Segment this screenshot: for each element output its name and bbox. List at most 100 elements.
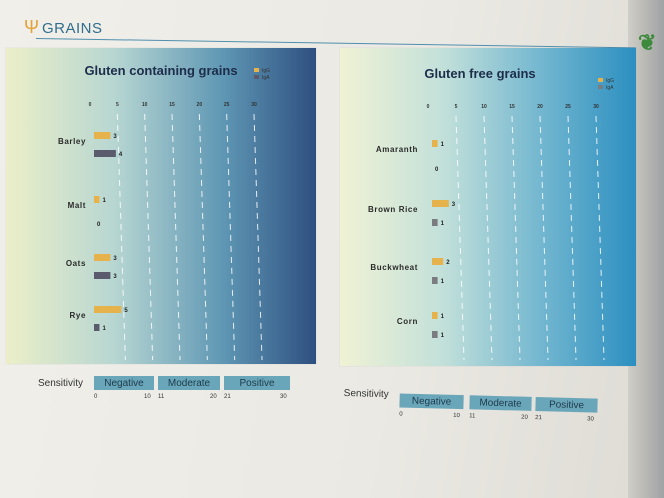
wheat-icon: Ψ: [24, 17, 40, 37]
gridline: [226, 113, 236, 361]
x-tick-label: 15: [169, 102, 175, 108]
sensitivity-moderate-box: Moderate: [469, 395, 532, 411]
gridline: [455, 115, 465, 361]
legend-swatch: [254, 75, 259, 79]
legend-label: IgG: [606, 78, 614, 84]
data-label: 3: [113, 274, 117, 280]
bar-igg: [432, 200, 449, 207]
x-tick-label: 25: [224, 102, 230, 108]
gridline: [198, 113, 208, 361]
legend-label: IgG: [262, 68, 270, 74]
bar-iga: [432, 277, 438, 284]
x-tick-label: 5: [116, 102, 119, 108]
category-label: Barley: [58, 137, 86, 146]
bar-igg: [432, 258, 444, 265]
gridline: [171, 113, 181, 361]
gridline: [595, 115, 605, 361]
x-tick-label: 0: [427, 104, 430, 110]
sensitivity-scale-right: Sensitivity Negative 0 10 Moderate 11 20 Positi…: [343, 384, 644, 432]
chart-panel-gluten-free: 0 5 10 15 20 25 30 Gluten free grains IgG IgA Amar…: [340, 48, 636, 366]
x-tick-label: 20: [537, 104, 543, 110]
x-tick-label: 25: [565, 104, 571, 110]
bar-igg: [94, 306, 122, 313]
sensitivity-negative-box: Negative: [94, 376, 154, 390]
bar-iga: [94, 150, 116, 157]
sensitivity-label: Sensitivity: [343, 387, 389, 401]
category-label: Corn: [397, 317, 418, 326]
data-label: 0: [97, 222, 101, 228]
data-label: 1: [102, 326, 106, 332]
x-tick-label: 5: [455, 104, 458, 110]
data-label: 1: [441, 142, 445, 148]
data-label: 5: [124, 308, 128, 314]
legend-label: IgA: [262, 75, 270, 81]
section-title: GRAINS: [42, 20, 103, 37]
sensitivity-range-from: 21: [224, 394, 231, 400]
legend-label: IgA: [606, 85, 614, 91]
x-tick-label: 10: [481, 104, 487, 110]
x-tick-label: 10: [142, 102, 148, 108]
x-tick-label: 20: [197, 102, 203, 108]
gridline: [483, 115, 493, 361]
sensitivity-range-to: 30: [280, 394, 287, 400]
bar-iga: [432, 331, 438, 338]
sensitivity-range-from: 0: [399, 411, 403, 418]
category-label: Malt: [68, 201, 86, 210]
sensitivity-positive-box: Positive: [535, 397, 598, 413]
sensitivity-range-to: 30: [587, 416, 594, 423]
sensitivity-range-to: 10: [144, 394, 151, 400]
sensitivity-range-from: 11: [158, 394, 165, 400]
x-tick-label: 30: [593, 104, 599, 110]
x-tick-label: 30: [251, 102, 257, 108]
data-label: 3: [113, 134, 117, 140]
data-label: 2: [446, 260, 450, 266]
bar-iga: [432, 219, 438, 226]
bar-igg: [94, 254, 111, 261]
category-label: Oats: [66, 259, 86, 268]
chart-title: Gluten free grains: [424, 66, 535, 81]
leaf-icon: ❦: [638, 30, 657, 55]
data-label: 1: [441, 279, 445, 285]
sensitivity-range-to: 20: [210, 394, 217, 400]
bar-iga: [94, 272, 111, 279]
category-label: Amaranth: [376, 145, 418, 154]
chart-title: Gluten containing grains: [84, 63, 237, 78]
data-label: 4: [119, 152, 123, 158]
sensitivity-range-from: 21: [535, 415, 542, 422]
gridline: [144, 113, 154, 361]
sensitivity-positive-box: Positive: [224, 376, 290, 390]
legend-swatch: [254, 68, 259, 72]
data-label: 3: [452, 202, 456, 208]
sensitivity-negative-box: Negative: [399, 393, 464, 410]
category-label: Buckwheat: [370, 263, 418, 272]
data-label: 1: [441, 314, 445, 320]
bar-igg: [432, 312, 438, 319]
gridline: [567, 115, 577, 361]
chart-panel-gluten-containing: 0 5 10 15 20 25 30 Gluten containing grains IgG I…: [6, 48, 316, 364]
sensitivity-range-from: 0: [94, 394, 98, 400]
legend-swatch: [598, 78, 603, 82]
data-label: 3: [113, 256, 117, 262]
sensitivity-label: Sensitivity: [38, 378, 84, 389]
category-label: Brown Rice: [368, 205, 418, 214]
bar-igg: [432, 140, 438, 147]
x-tick-label: 0: [89, 102, 92, 108]
sensitivity-scale-left: Sensitivity Negative 0 10 Moderate 11 20 Positi…: [38, 374, 318, 408]
data-label: 1: [441, 333, 445, 339]
sensitivity-range-to: 20: [521, 414, 528, 421]
gridline: [116, 113, 126, 361]
sensitivity-range-to: 10: [453, 412, 460, 420]
sensitivity-moderate-box: Moderate: [158, 376, 220, 390]
bar-igg: [94, 196, 100, 203]
gridline: [511, 115, 521, 361]
bar-iga: [94, 324, 100, 331]
data-label: 1: [441, 221, 445, 227]
gridline: [539, 115, 549, 361]
bar-igg: [94, 132, 111, 139]
data-label: 1: [102, 198, 106, 204]
category-label: Rye: [70, 311, 86, 320]
data-label: 0: [435, 167, 439, 173]
legend-swatch: [598, 85, 603, 89]
